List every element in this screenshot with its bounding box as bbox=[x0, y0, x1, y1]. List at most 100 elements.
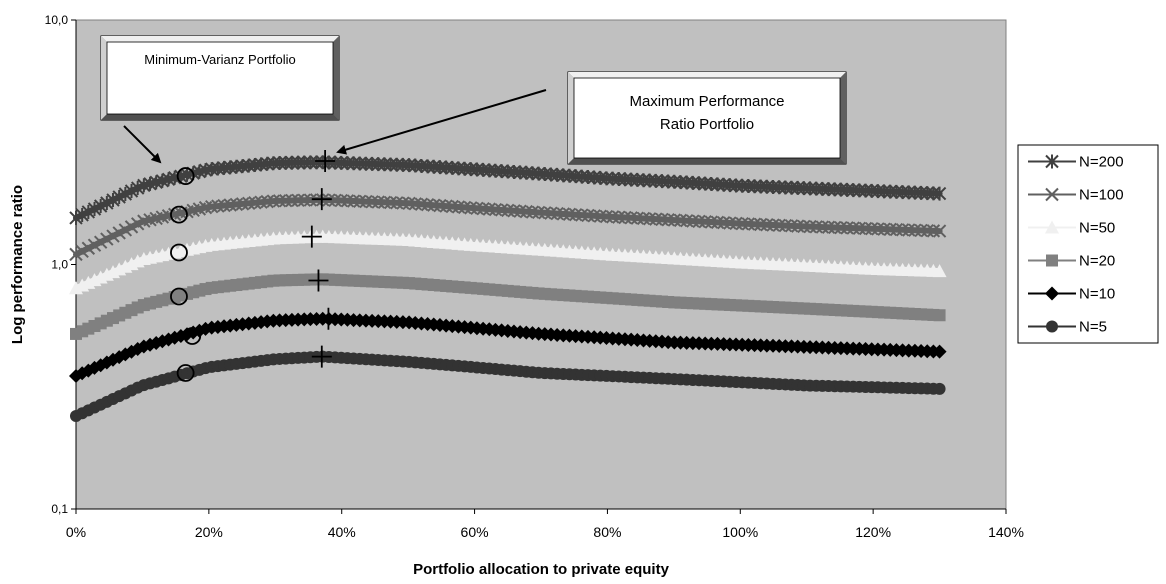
legend-box bbox=[1017, 144, 1159, 344]
series-point bbox=[692, 214, 706, 229]
series-point bbox=[908, 223, 922, 237]
series-point bbox=[834, 220, 848, 235]
bevel-top bbox=[101, 36, 339, 42]
series-point bbox=[877, 222, 891, 236]
series-point bbox=[593, 209, 608, 223]
series-point bbox=[285, 193, 299, 208]
legend-marker bbox=[1045, 220, 1059, 234]
series-point bbox=[488, 202, 503, 217]
legend-marker bbox=[1045, 154, 1059, 169]
series-layer bbox=[69, 155, 947, 423]
callout-inner bbox=[573, 77, 841, 159]
x-axis-ticks: 0% 20% 40% 60% 80% 100% 120% 140% bbox=[66, 508, 1024, 540]
max-ratio-marker bbox=[311, 345, 332, 368]
series-point bbox=[933, 309, 946, 322]
y-tick-label: 0,1 bbox=[51, 502, 68, 516]
series-point bbox=[741, 217, 756, 231]
series-point bbox=[815, 220, 830, 234]
series-point bbox=[556, 207, 571, 221]
series-point bbox=[482, 202, 496, 216]
series-point bbox=[334, 193, 348, 208]
series-point bbox=[760, 218, 774, 232]
series-point bbox=[309, 155, 324, 170]
series-point bbox=[865, 222, 879, 236]
series-point bbox=[914, 223, 928, 238]
legend-label: N=50 bbox=[1079, 220, 1115, 237]
min-variance-marker bbox=[170, 243, 188, 262]
legend-label: N=5 bbox=[1079, 319, 1107, 336]
series-point bbox=[840, 221, 854, 235]
series-point bbox=[932, 344, 947, 359]
series-point bbox=[476, 202, 490, 216]
legend-label: N=10 bbox=[1079, 286, 1115, 303]
max-ratio-marker bbox=[315, 150, 336, 173]
min-variance-arrow bbox=[123, 125, 162, 164]
series-point bbox=[636, 211, 651, 226]
bevel-left bbox=[568, 72, 574, 164]
series-point bbox=[809, 220, 823, 234]
x-tick-label: 0% bbox=[66, 524, 86, 540]
series-point bbox=[340, 194, 355, 208]
series-point bbox=[710, 215, 725, 230]
legend-item: N=200 bbox=[1028, 154, 1124, 171]
legend: N=200 N=100 N=50 N=20 N=10 N=5 bbox=[1017, 144, 1159, 344]
legend-label: N=20 bbox=[1079, 253, 1115, 270]
series-point bbox=[747, 217, 762, 231]
series-point bbox=[790, 219, 805, 233]
max-ratio-callout: Maximum Performance Ratio Portfolio bbox=[567, 71, 847, 165]
series-point bbox=[501, 203, 515, 218]
series-point bbox=[494, 203, 509, 217]
series-point bbox=[673, 213, 688, 228]
series-point bbox=[852, 221, 867, 236]
x-tick-label: 100% bbox=[722, 524, 758, 540]
x-tick-label: 20% bbox=[195, 524, 223, 540]
y-tick-label: 1,0 bbox=[51, 258, 68, 272]
series-point bbox=[550, 206, 564, 221]
series-point bbox=[698, 215, 712, 229]
max-ratio-marker bbox=[318, 307, 339, 330]
series-point bbox=[895, 223, 910, 237]
series-point bbox=[889, 222, 904, 237]
series-point bbox=[377, 195, 392, 210]
series-point bbox=[753, 217, 768, 232]
series-point bbox=[390, 196, 404, 210]
series-point bbox=[531, 205, 546, 220]
series-point bbox=[649, 212, 663, 226]
series-point bbox=[661, 213, 675, 227]
series-point bbox=[272, 194, 287, 208]
series-point bbox=[266, 194, 281, 208]
series-point bbox=[538, 206, 552, 220]
x-axis-title: Portfolio allocation to private equity bbox=[413, 561, 670, 578]
legend-item: N=50 bbox=[1028, 220, 1115, 237]
min-variance-marker bbox=[170, 205, 188, 224]
series-point bbox=[359, 194, 373, 209]
min-variance-marker bbox=[176, 167, 195, 185]
series-point bbox=[846, 221, 860, 235]
series-n-100 bbox=[69, 193, 947, 262]
series-point bbox=[346, 194, 361, 208]
series-point bbox=[291, 193, 305, 208]
series-point bbox=[383, 195, 398, 210]
min-variance-markers bbox=[170, 167, 202, 382]
callout-inner bbox=[106, 41, 334, 115]
max-ratio-marker bbox=[301, 225, 322, 248]
series-point bbox=[803, 219, 817, 234]
series-point bbox=[932, 264, 947, 278]
legend-marker bbox=[1045, 187, 1059, 202]
series-point bbox=[716, 215, 731, 230]
series-point bbox=[279, 193, 293, 208]
series-point bbox=[932, 186, 947, 201]
min-variance-marker bbox=[183, 327, 202, 345]
legend-item: N=5 bbox=[1028, 319, 1107, 336]
y-tick-label: 10,0 bbox=[45, 13, 69, 27]
series-point bbox=[679, 214, 694, 228]
legend-label: N=200 bbox=[1079, 154, 1124, 171]
max-ratio-marker bbox=[308, 269, 329, 292]
legend-item: N=20 bbox=[1028, 253, 1115, 270]
y-axis-ticks: 0,1 1,0 10,0 bbox=[45, 13, 77, 516]
series-point bbox=[525, 205, 540, 219]
series-point bbox=[784, 219, 799, 233]
series-point bbox=[902, 223, 916, 237]
series-n-5 bbox=[70, 350, 946, 423]
series-point bbox=[871, 222, 885, 236]
